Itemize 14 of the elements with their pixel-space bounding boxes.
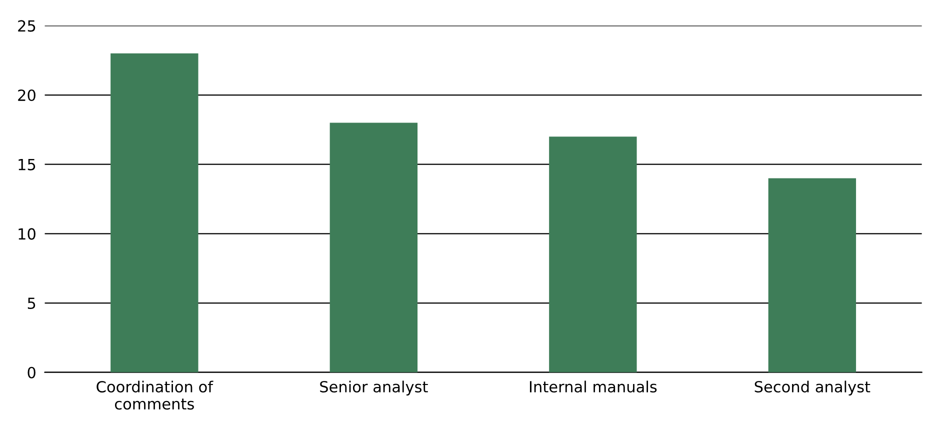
bar (110, 53, 198, 372)
x-tick-label: Senior analyst (320, 380, 428, 396)
y-tick-label: 5 (28, 298, 36, 310)
y-tick-label: 10 (18, 228, 36, 240)
bar (768, 178, 856, 372)
y-tick-label: 25 (18, 20, 36, 32)
y-tick-label: 15 (18, 159, 36, 170)
x-tick-label: Second analyst (754, 380, 870, 396)
bar (330, 122, 418, 372)
bar (549, 136, 637, 372)
y-tick-label: 20 (18, 89, 36, 102)
y-tick-label: 0 (28, 366, 36, 378)
x-tick-label: Internal manuals (530, 380, 657, 393)
x-tick-label: Coordination of comments (96, 380, 214, 410)
